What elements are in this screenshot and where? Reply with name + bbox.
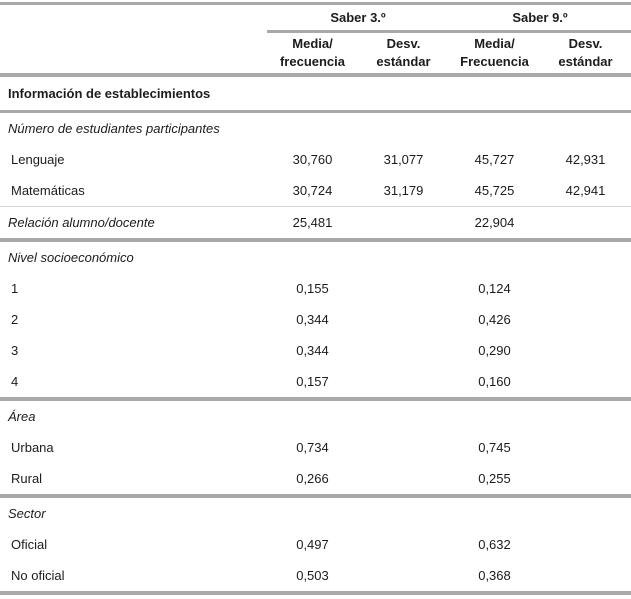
spanner-spacer — [0, 5, 267, 33]
section-title-row: Área — [0, 401, 631, 432]
cell-value: 0,632 — [478, 537, 511, 552]
cell-value: 0,344 — [296, 312, 329, 327]
row-label: 1 — [11, 281, 19, 296]
section-title: Área — [8, 409, 36, 424]
section-title: Nivel socioeconómico — [8, 250, 134, 265]
section-value: 22,904 — [474, 215, 515, 230]
column-header-media-saber9: Media/ Frecuencia — [460, 36, 529, 69]
bottom-rule — [0, 591, 631, 595]
cell-value: 0,426 — [478, 312, 511, 327]
spanner-area: Saber 3.º Saber 9.º — [267, 5, 631, 33]
table-row: 4 0,157 0,160 — [0, 366, 631, 397]
row-label: Matemáticas — [11, 183, 85, 198]
spanner-saber-3: Saber 3.º — [330, 10, 386, 25]
section-value: 25,481 — [292, 215, 333, 230]
table-section: Nivel socioeconómico 1 0,155 0,124 2 0,3… — [0, 238, 631, 397]
section-title-row: Relación alumno/docente 25,481 22,904 — [0, 207, 631, 238]
cell-value: 0,160 — [478, 374, 511, 389]
table-row: 1 0,155 0,124 — [0, 273, 631, 304]
section-rows: Oficial 0,497 0,632 No oficial 0,503 0,3… — [0, 529, 631, 591]
table-row: Urbana 0,734 0,745 — [0, 432, 631, 463]
cell-value: 0,503 — [296, 568, 329, 583]
spanner-saber-9: Saber 9.º — [512, 10, 568, 25]
column-header-row: Media/ frecuencia Desv. estándar Media/ … — [0, 33, 631, 73]
section-rows: Urbana 0,734 0,745 Rural 0,266 0,255 — [0, 432, 631, 494]
row-label: No oficial — [11, 568, 65, 583]
group-rule — [0, 110, 631, 113]
cell-value: 0,497 — [296, 537, 329, 552]
section-rows: 1 0,155 0,124 2 0,344 0,426 3 0,344 0,29… — [0, 273, 631, 397]
cell-value: 0,290 — [478, 343, 511, 358]
cell-value: 0,745 — [478, 440, 511, 455]
cell-value: 0,734 — [296, 440, 329, 455]
group-title: Información de establecimientos — [8, 86, 211, 101]
table-body: Número de estudiantes participantes Leng… — [0, 113, 631, 591]
column-header-media-saber3: Media/ frecuencia — [279, 36, 346, 69]
top-rule — [0, 2, 631, 5]
section-title: Sector — [8, 506, 46, 521]
row-label: 3 — [11, 343, 19, 358]
section-title-row: Nivel socioeconómico — [0, 242, 631, 273]
section-title: Número de estudiantes participantes — [8, 121, 220, 136]
table-section: Área Urbana 0,734 0,745 Rural 0,266 0,25… — [0, 397, 631, 494]
cell-value: 31,179 — [383, 183, 424, 198]
cell-value: 0,255 — [478, 471, 511, 486]
section-title: Relación alumno/docente — [8, 215, 155, 230]
cell-value: 0,124 — [478, 281, 511, 296]
table-row: 2 0,344 0,426 — [0, 304, 631, 335]
cell-value: 30,724 — [292, 183, 333, 198]
cell-value: 0,155 — [296, 281, 329, 296]
cell-value: 0,266 — [296, 471, 329, 486]
table-row: Matemáticas 30,724 31,179 45,725 42,941 — [0, 175, 631, 206]
cell-value: 0,368 — [478, 568, 511, 583]
table-row: Rural 0,266 0,255 — [0, 463, 631, 494]
table-row: Oficial 0,497 0,632 — [0, 529, 631, 560]
cell-value: 45,727 — [474, 152, 515, 167]
cell-value: 42,941 — [565, 183, 606, 198]
column-header-desv-saber9: Desv. estándar — [558, 36, 613, 69]
cell-value: 31,077 — [383, 152, 424, 167]
cell-value: 45,725 — [474, 183, 515, 198]
cell-value: 0,157 — [296, 374, 329, 389]
table-row: Lenguaje 30,760 31,077 45,727 42,931 — [0, 144, 631, 175]
row-label: Oficial — [11, 537, 48, 552]
row-label: Lenguaje — [11, 152, 65, 167]
section-rows: Lenguaje 30,760 31,077 45,727 42,931 Mat… — [0, 144, 631, 206]
table-row: 3 0,344 0,290 — [0, 335, 631, 366]
cell-value: 0,344 — [296, 343, 329, 358]
section-title-row: Sector — [0, 498, 631, 529]
column-header-desv-saber3: Desv. estándar — [376, 36, 431, 69]
row-label: 2 — [11, 312, 19, 327]
table-row: No oficial 0,503 0,368 — [0, 560, 631, 591]
table-section: Sector Oficial 0,497 0,632 No oficial 0,… — [0, 494, 631, 591]
row-label: Urbana — [11, 440, 54, 455]
group-header-row: Información de establecimientos — [0, 77, 631, 110]
header-rule — [0, 73, 631, 77]
spanner-header-row: Saber 3.º Saber 9.º — [0, 5, 631, 33]
section-title-row: Número de estudiantes participantes — [0, 113, 631, 144]
row-label: 4 — [11, 374, 19, 389]
table-section: Relación alumno/docente 25,481 22,904 — [0, 206, 631, 238]
table-section: Número de estudiantes participantes Leng… — [0, 113, 631, 206]
cell-value: 30,760 — [292, 152, 333, 167]
row-label: Rural — [11, 471, 43, 486]
cell-value: 42,931 — [565, 152, 606, 167]
